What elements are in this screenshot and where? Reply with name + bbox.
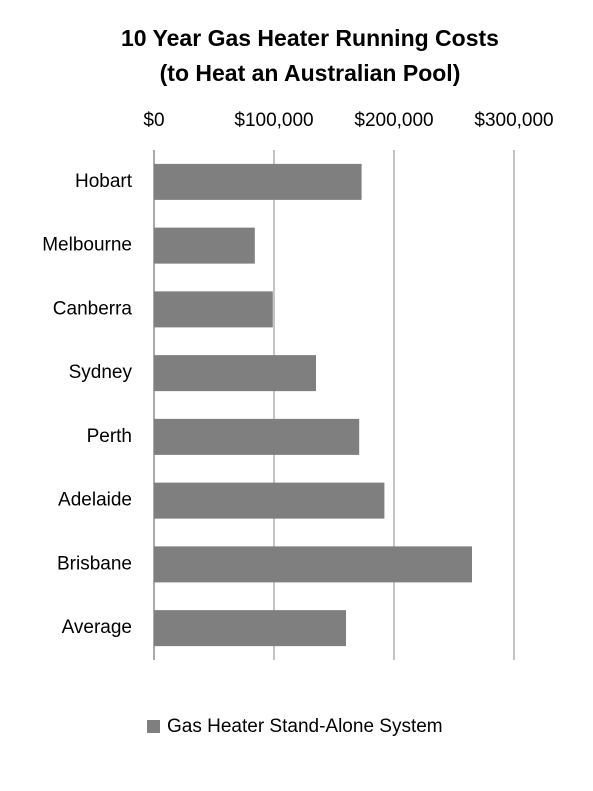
y-tick-label: Brisbane xyxy=(57,553,132,574)
y-tick-label: Perth xyxy=(87,426,132,447)
chart-title: 10 Year Gas Heater Running Costs xyxy=(121,25,499,51)
x-tick-label: $300,000 xyxy=(474,110,553,131)
y-tick-label: Hobart xyxy=(75,171,133,192)
y-tick-label: Melbourne xyxy=(42,235,132,256)
y-tick-label: Average xyxy=(62,617,132,638)
bar xyxy=(154,610,346,647)
y-tick-label: Sydney xyxy=(69,362,133,383)
legend-swatch xyxy=(147,720,160,733)
bar xyxy=(154,546,472,583)
bar xyxy=(154,227,255,264)
x-tick-label: $200,000 xyxy=(354,110,433,131)
bar xyxy=(154,355,316,392)
x-tick-label: $100,000 xyxy=(234,110,313,131)
x-tick-label: $0 xyxy=(143,110,164,131)
bar xyxy=(154,482,385,519)
bar xyxy=(154,418,360,455)
y-tick-label: Canberra xyxy=(53,298,133,319)
chart-title: (to Heat an Australian Pool) xyxy=(160,60,461,86)
bar xyxy=(154,291,273,328)
bar xyxy=(154,163,362,200)
y-tick-label: Adelaide xyxy=(58,490,132,511)
legend-label: Gas Heater Stand-Alone System xyxy=(167,716,443,737)
